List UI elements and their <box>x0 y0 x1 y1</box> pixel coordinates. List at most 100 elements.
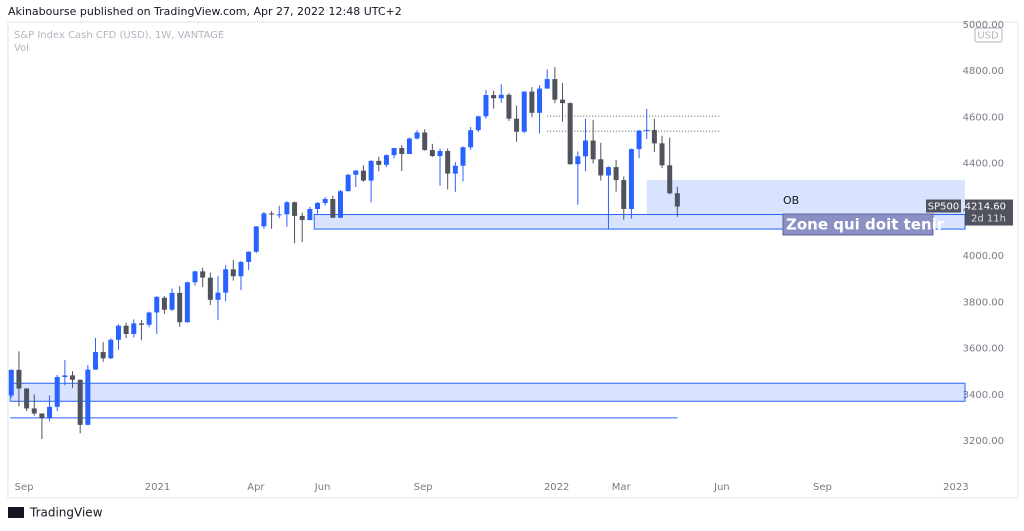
x-tick-label: 2023 <box>943 482 968 493</box>
candle-body <box>414 132 420 139</box>
candle-body <box>223 269 229 293</box>
candle-body <box>544 79 550 89</box>
candle-body <box>131 323 137 335</box>
candle-body <box>62 375 68 378</box>
candle-body <box>636 130 642 150</box>
brand-name: TradingView <box>29 506 103 520</box>
currency-box <box>974 27 1003 43</box>
candle-body <box>284 202 290 215</box>
candle-body <box>575 156 581 165</box>
candle-body <box>376 160 382 165</box>
candle-body <box>644 129 650 131</box>
candle-body <box>621 180 627 209</box>
candle-body <box>177 292 183 323</box>
candle-body <box>100 352 106 359</box>
candle-body <box>437 150 443 157</box>
candle-body <box>16 369 22 389</box>
currency-label: USD <box>977 31 999 42</box>
x-tick-label: Apr <box>247 482 265 493</box>
x-tick-label: Sep <box>414 482 433 493</box>
y-tick-label: 3600.00 <box>963 344 1004 355</box>
candle-body <box>115 325 121 340</box>
candle-body <box>491 95 497 99</box>
candle-body <box>8 369 14 396</box>
candle-body <box>200 271 206 278</box>
candle-body <box>345 174 351 192</box>
zone-label: OB <box>783 194 799 207</box>
candle-body <box>651 129 657 144</box>
brand-logo <box>8 507 24 518</box>
y-tick-label: 4000.00 <box>963 251 1004 262</box>
candle-body <box>77 379 83 425</box>
candle-body <box>475 116 481 131</box>
candle-body <box>452 165 458 174</box>
price-tag-label: 4214.60 <box>965 202 1006 213</box>
candle-body <box>529 91 535 113</box>
candle-body <box>207 277 213 300</box>
x-tick-label: 2021 <box>145 482 170 493</box>
candle-body <box>184 282 190 323</box>
indicator-label: Vol <box>14 43 29 54</box>
candle-body <box>85 369 91 425</box>
x-tick-label: Jun <box>713 482 730 493</box>
candle-body <box>261 213 267 227</box>
candle-body <box>108 339 114 359</box>
symbol-tag-label: SP500 <box>928 202 959 213</box>
publisher-line: Akinabourse published on TradingView.com… <box>8 5 402 18</box>
candle-body <box>123 325 129 335</box>
candle-body <box>146 312 152 325</box>
zone <box>9 382 966 402</box>
y-tick-label: 4600.00 <box>963 112 1004 123</box>
candle-body <box>391 147 397 156</box>
y-tick-label: 5000.00 <box>963 20 1004 31</box>
candle-body <box>537 88 543 113</box>
candle-body <box>54 377 60 407</box>
candle-body <box>460 147 466 166</box>
candle-body <box>582 140 588 157</box>
y-tick-label: 3400.00 <box>963 390 1004 401</box>
y-tick-label: 4800.00 <box>963 66 1004 77</box>
x-tick-label: 2022 <box>544 482 569 493</box>
candle-body <box>39 413 45 419</box>
candle-body <box>154 296 160 313</box>
candle-body <box>628 149 634 209</box>
candle-body <box>383 155 389 165</box>
candle-body <box>506 94 512 119</box>
candle-body <box>322 199 328 203</box>
price-countdown: 2d 11h <box>971 214 1006 225</box>
candle-body <box>674 193 680 207</box>
candle-body <box>269 213 275 215</box>
candle-body <box>468 130 474 148</box>
candle-body <box>590 140 596 160</box>
candle-body <box>498 94 504 99</box>
candle-body <box>552 79 558 100</box>
candle-body <box>47 406 53 419</box>
zone-label: Zone qui doit tenir <box>786 216 945 234</box>
candle-body <box>31 408 37 414</box>
candle-body <box>613 167 619 181</box>
chart-frame <box>7 21 1019 499</box>
x-tick-label: Jun <box>314 482 331 493</box>
y-tick-label: 3200.00 <box>963 436 1004 447</box>
candle-body <box>353 170 359 175</box>
candle-body <box>360 170 366 181</box>
zone <box>646 179 965 215</box>
candle-body <box>238 261 244 277</box>
candle-body <box>169 292 175 310</box>
x-tick-label: Sep <box>813 482 832 493</box>
candle-body <box>521 91 527 132</box>
candle-body <box>24 388 30 409</box>
candle-body <box>483 95 489 117</box>
candle-body <box>422 132 428 151</box>
candle-body <box>667 165 673 194</box>
candle-body <box>246 251 252 262</box>
candle-body <box>337 191 343 218</box>
x-tick-label: Sep <box>15 482 34 493</box>
candle-body <box>429 150 435 157</box>
candle-body <box>598 159 604 176</box>
candle-body <box>253 226 259 252</box>
candle-body <box>399 147 405 154</box>
candle-body <box>230 269 236 277</box>
candle-body <box>315 202 321 209</box>
